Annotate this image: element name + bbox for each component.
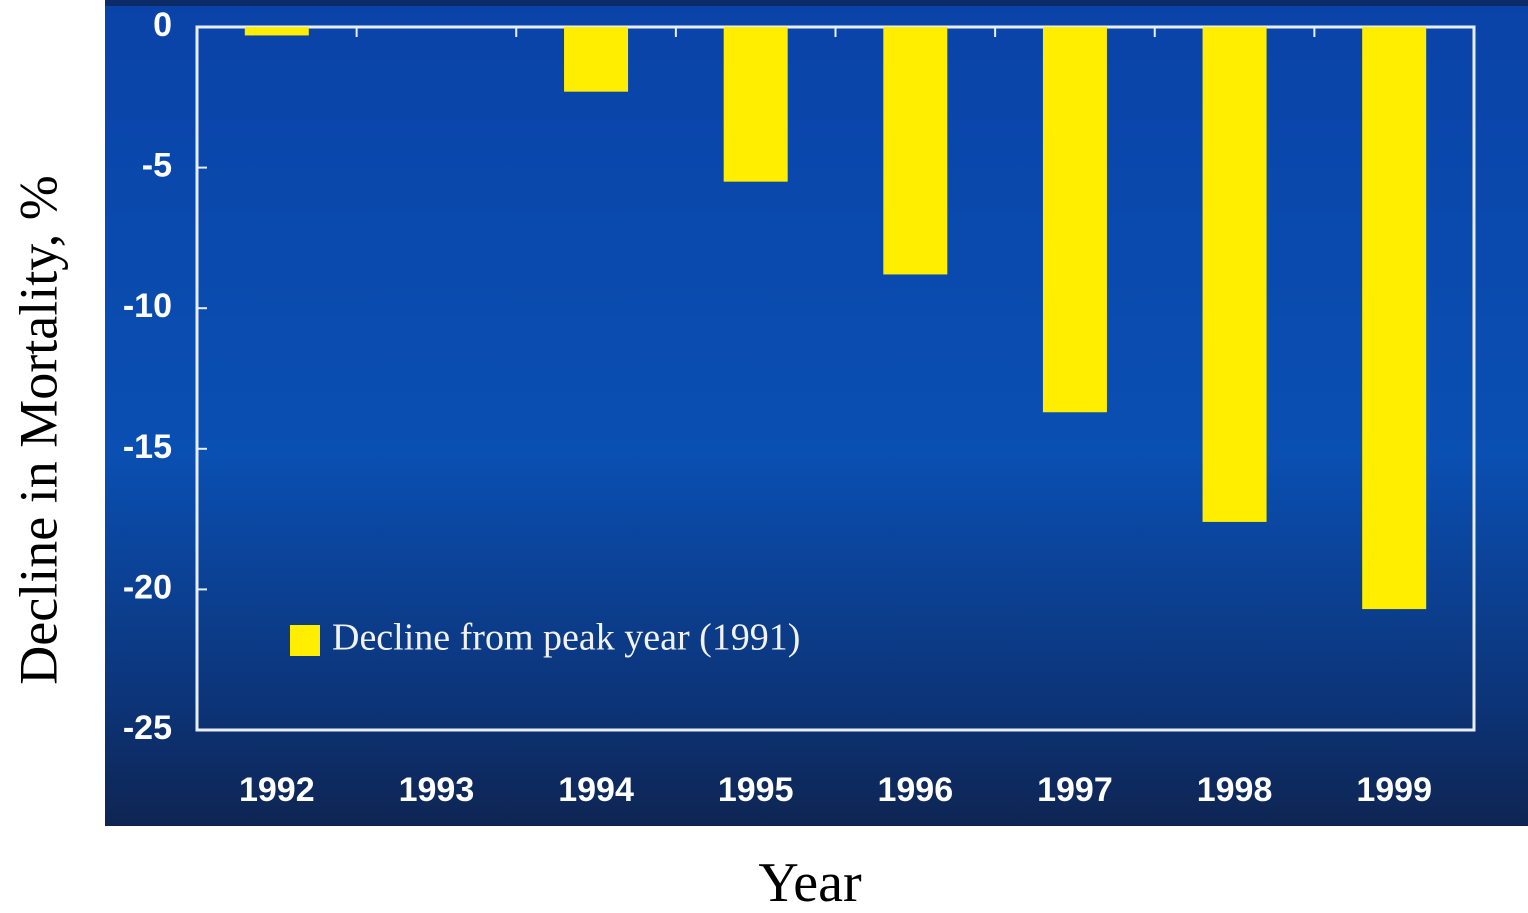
y-tick-label: -15: [123, 428, 172, 466]
bar: [1362, 27, 1427, 610]
x-tick-label: 1999: [1356, 771, 1432, 809]
legend-label: Decline from peak year (1991): [332, 617, 800, 659]
y-tick-label: -5: [142, 147, 172, 185]
x-tick-label: 1994: [558, 771, 634, 809]
x-axis-label: Year: [758, 852, 862, 913]
x-tick-label: 1998: [1197, 771, 1273, 809]
bar: [1042, 27, 1107, 413]
x-tick-label: 1996: [877, 771, 953, 809]
bar: [723, 27, 788, 182]
bar: [1202, 27, 1267, 522]
y-tick-label: 0: [153, 6, 172, 44]
bar: [244, 27, 309, 36]
panel-edge: [105, 0, 1528, 6]
y-tick-label: -20: [123, 568, 172, 606]
x-tick-label: 1993: [399, 771, 475, 809]
panel: [105, 0, 1528, 826]
x-tick-label: 1992: [239, 771, 315, 809]
x-tick-label: 1997: [1037, 771, 1113, 809]
bar: [883, 27, 948, 275]
legend-swatch: [290, 625, 320, 656]
bar: [564, 27, 629, 92]
y-tick-label: -10: [123, 287, 172, 325]
y-axis-label: Decline in Mortality, %: [8, 175, 68, 684]
y-tick-label: -25: [123, 709, 172, 747]
x-tick-label: 1995: [718, 771, 794, 809]
